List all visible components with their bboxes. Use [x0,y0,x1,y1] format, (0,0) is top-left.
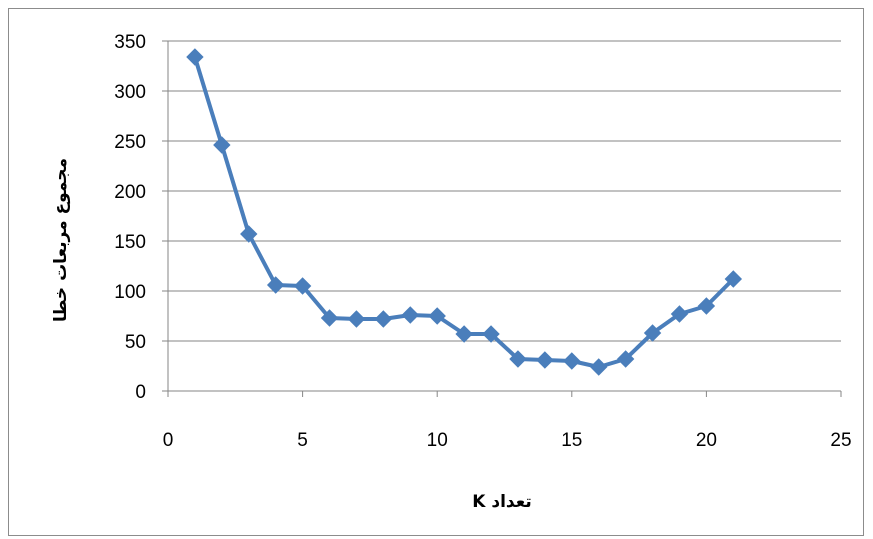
data-point-marker [590,358,608,376]
y-axis-title: مجموع مربعات خطا [51,158,71,322]
data-point-marker [240,225,258,243]
y-tick-label-300: 300 [114,82,146,103]
data-point-marker [293,277,312,295]
data-point-marker [697,297,716,315]
gridlines [168,40,841,342]
x-tick-label-0: 0 [163,430,174,451]
y-tick-label-0: 0 [135,382,146,403]
y-tick-label-100: 100 [114,282,146,303]
y-tick-label-350: 350 [114,32,146,53]
chart-frame [8,8,864,536]
x-tick-label-10: 10 [427,430,448,451]
axes [162,40,842,397]
data-point-marker [213,136,231,154]
y-tick-label-250: 250 [114,132,146,153]
x-tick-label-25: 25 [830,430,851,451]
series-line [192,56,735,369]
data-point-marker [536,351,554,369]
data-point-marker [347,310,366,328]
x-tick-label-20: 20 [696,430,717,451]
x-tick-label-5: 5 [297,430,308,451]
y-tick-label-50: 50 [125,332,146,353]
data-point-marker [643,324,662,342]
data-point-marker [401,306,419,324]
x-tick-labels: 0 5 10 15 20 25 [163,430,852,451]
data-point-marker [616,350,635,368]
y-tick-labels: 0 50 100 150 200 250 300 350 [114,32,146,403]
data-series [186,48,743,376]
data-point-marker [563,352,581,370]
x-axis-title: تعداد K [472,492,531,512]
y-tick-label-200: 200 [114,182,146,203]
y-tick-label-150: 150 [114,232,146,253]
x-tick-label-15: 15 [561,430,582,451]
data-point-marker [670,305,689,323]
data-point-marker [428,307,446,325]
data-point-marker [482,325,500,343]
data-point-marker [374,310,393,328]
data-point-marker [320,309,339,327]
data-point-marker [509,350,527,368]
data-point-marker [266,276,285,294]
data-point-marker [186,48,204,66]
data-point-marker [724,270,743,288]
data-point-marker [455,325,473,343]
